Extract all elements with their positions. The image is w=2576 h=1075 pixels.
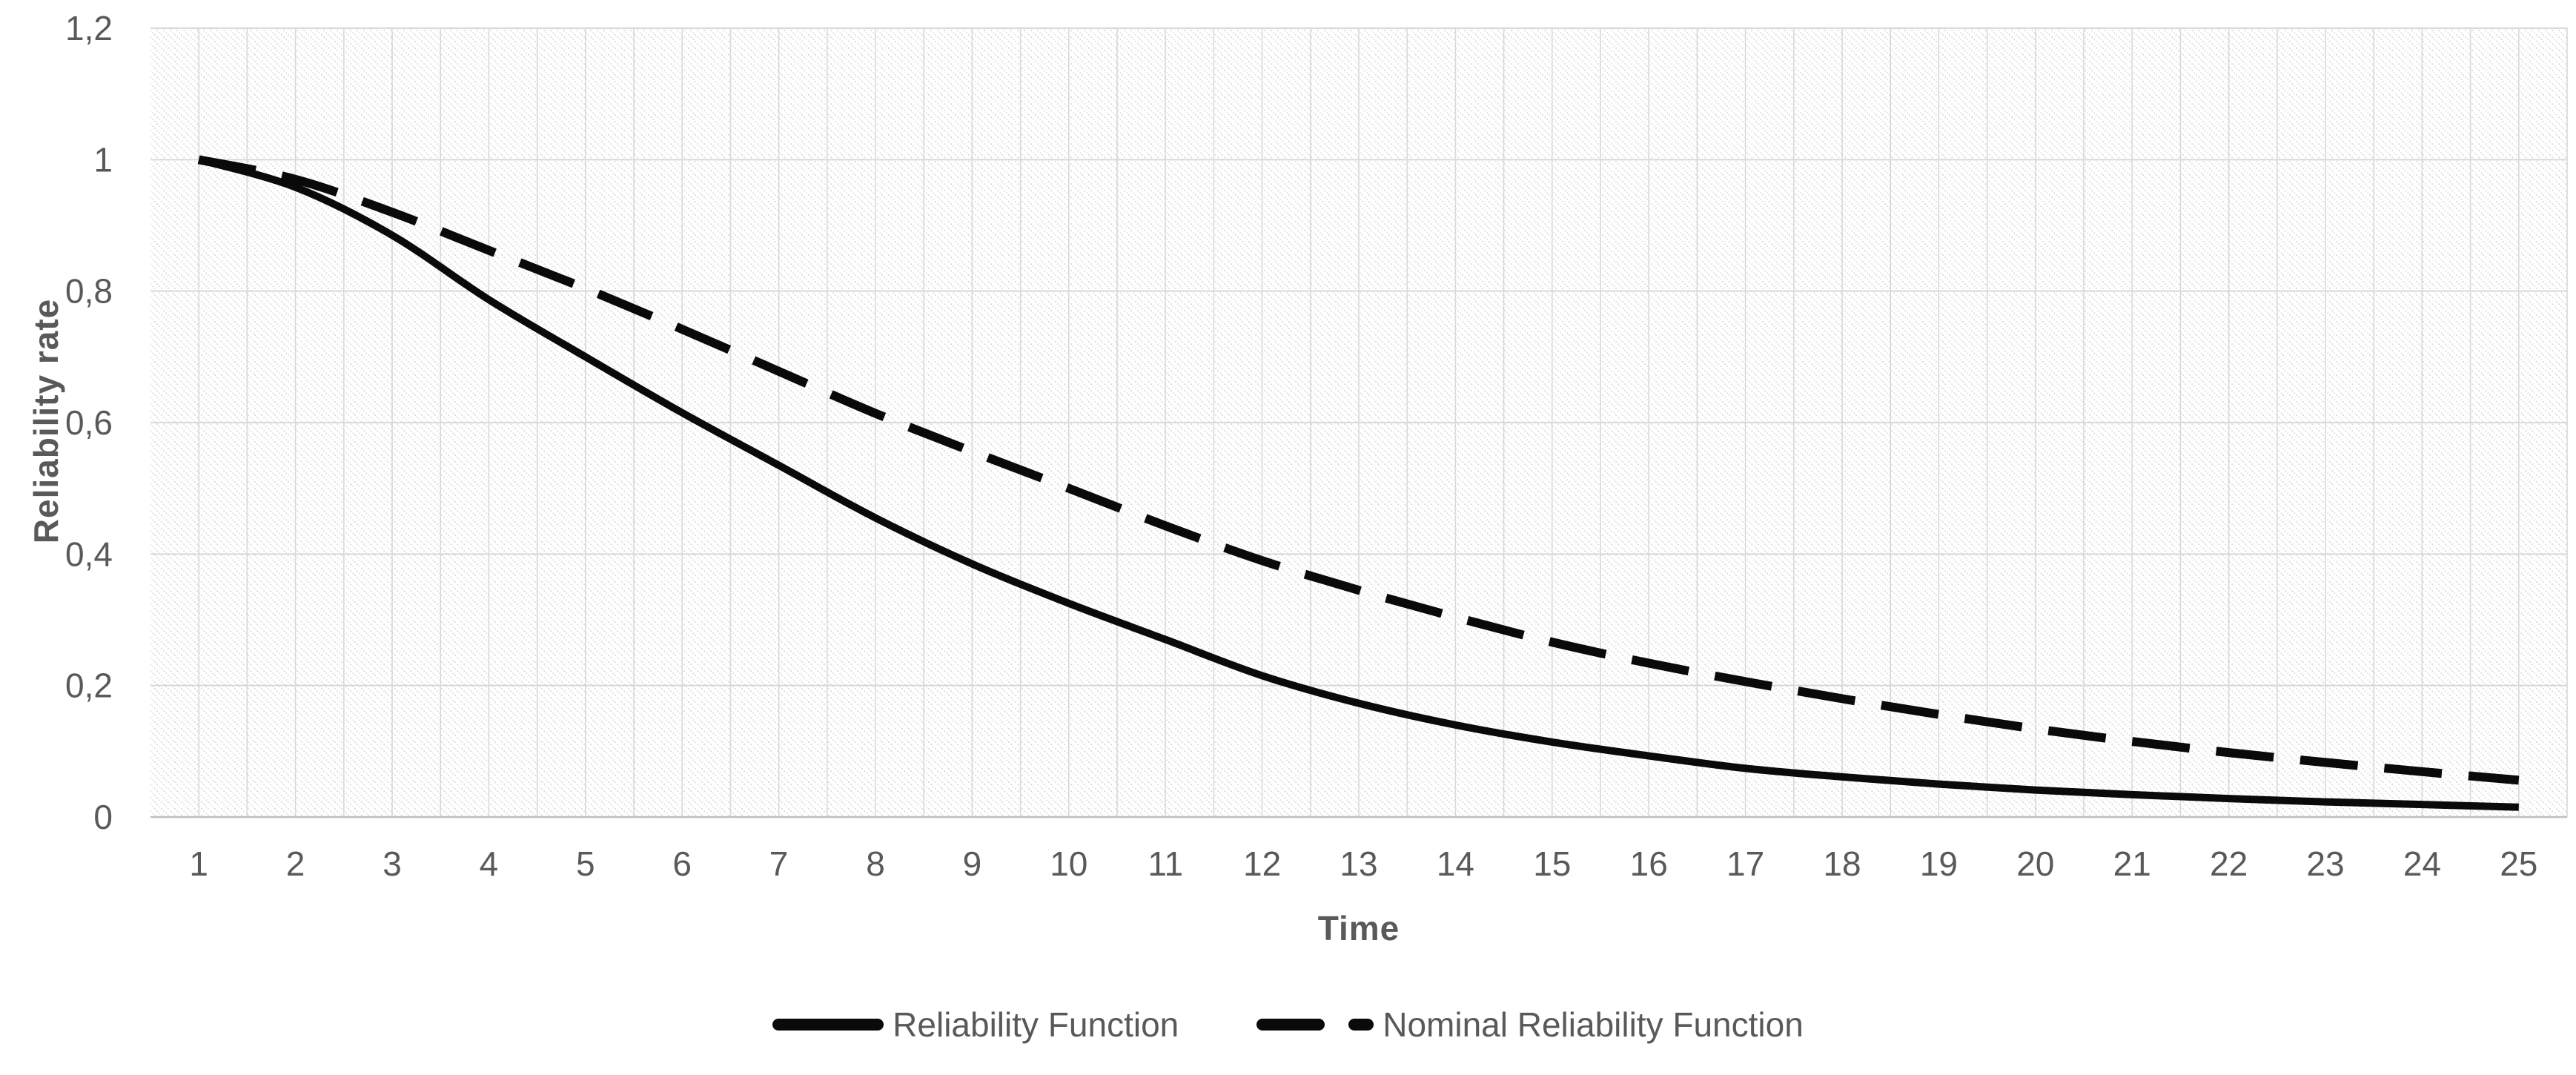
y-tick-label: 0,2 [65, 666, 113, 705]
x-tick-label: 19 [1920, 844, 1958, 883]
y-tick-label: 1 [93, 140, 113, 179]
x-tick-label: 18 [1823, 844, 1861, 883]
y-tick-labels: 0 0,2 0,4 0,6 0,8 1 1,2 [65, 9, 113, 836]
x-tick-label: 20 [2016, 844, 2054, 883]
x-tick-label: 11 [1148, 844, 1183, 883]
x-tick-label: 1 [189, 844, 208, 883]
x-tick-label: 16 [1630, 844, 1668, 883]
x-tick-label: 21 [2113, 844, 2151, 883]
x-tick-label: 22 [2210, 844, 2248, 883]
y-tick-label: 0,4 [65, 535, 113, 573]
dashed-line-sample-short [1348, 1019, 1374, 1031]
x-tick-label: 9 [963, 844, 982, 883]
nominal-reliability-function-line [198, 155, 2520, 785]
legend-label-nominal-reliability-function: Nominal Reliability Function [1383, 1005, 1804, 1044]
legend-item-reliability-function: Reliability Function [772, 1005, 1179, 1045]
x-tick-label: 5 [576, 844, 595, 883]
x-tick-label: 2 [286, 844, 305, 883]
y-tick-label: 0 [93, 798, 113, 836]
x-tick-label: 24 [2403, 844, 2441, 883]
x-tick-label: 13 [1340, 844, 1377, 883]
x-tick-label: 4 [480, 844, 499, 883]
x-tick-label: 6 [672, 844, 692, 883]
x-tick-label: 7 [769, 844, 789, 883]
reliability-function-line [197, 156, 2519, 811]
legend-item-nominal-reliability-function: Nominal Reliability Function [1256, 1005, 1804, 1045]
y-tick-label: 1,2 [65, 9, 113, 47]
x-tick-label: 17 [1726, 844, 1764, 883]
x-tick-label: 3 [383, 844, 402, 883]
y-tick-label: 0,8 [65, 272, 113, 311]
x-tick-label: 8 [866, 844, 885, 883]
x-tick-labels: 1 2 3 4 5 6 7 8 9 10 11 12 13 14 15 16 17 18 19 20 21 22 23 24 2… [189, 844, 2537, 883]
legend-label-reliability-function: Reliability Function [893, 1005, 1179, 1044]
x-tick-label: 10 [1050, 844, 1087, 883]
x-axis-title: Time [1317, 909, 1400, 947]
gridlines [150, 27, 2568, 817]
dashed-line-swatch [1256, 1019, 1374, 1031]
solid-line-sample [772, 1019, 884, 1031]
x-tick-label: 12 [1243, 844, 1281, 883]
x-tick-label: 23 [2306, 844, 2344, 883]
x-tick-label: 14 [1437, 844, 1474, 883]
x-tick-label: 15 [1533, 844, 1571, 883]
solid-line-swatch [772, 1019, 884, 1031]
series-lines [197, 155, 2520, 811]
y-axis-title: Reliability rate [27, 298, 65, 544]
legend: Reliability Function Nominal Reliability… [0, 1005, 2576, 1045]
y-tick-label: 0,6 [65, 403, 113, 442]
dashed-line-sample-long [1256, 1019, 1325, 1031]
x-tick-label: 25 [2500, 844, 2537, 883]
